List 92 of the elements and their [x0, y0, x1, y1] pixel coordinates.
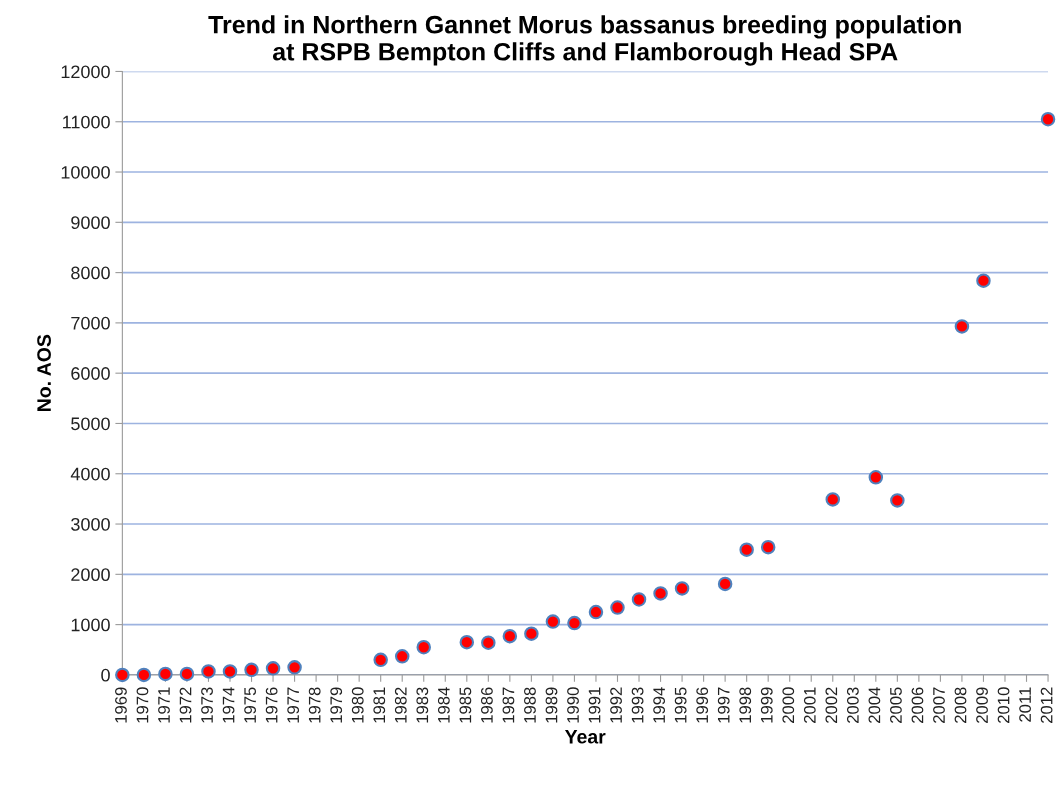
x-tick-label: 1972	[179, 687, 192, 723]
point	[610, 600, 625, 615]
x-tick-label: 1975	[244, 687, 256, 723]
point	[1040, 111, 1056, 127]
point	[459, 634, 475, 650]
x-tick-label: 1995	[674, 687, 687, 723]
point	[976, 273, 991, 288]
y-tick-label: 5000	[71, 417, 110, 431]
x-tick-label: 1982	[394, 687, 407, 723]
y-tick-label: 10000	[61, 165, 110, 179]
point	[868, 470, 884, 485]
x-tick-label: 2002	[825, 687, 838, 723]
point	[588, 604, 604, 620]
x-tick-label: 1988	[524, 687, 536, 723]
x-tick-label: 1994	[653, 687, 666, 723]
point	[394, 649, 410, 664]
x-tick-label: 1980	[351, 687, 364, 723]
point	[265, 661, 281, 676]
point	[717, 576, 733, 592]
y-tick-label: 2000	[71, 568, 110, 582]
point	[244, 662, 259, 678]
point	[890, 493, 905, 508]
x-tick-label: 1991	[588, 687, 601, 723]
x-tick-label: 1983	[416, 687, 429, 723]
x-tick-label: 1989	[545, 687, 558, 723]
x-tick-label: 1997	[717, 687, 730, 723]
point	[567, 615, 582, 631]
x-tick-label: 2009	[976, 687, 988, 723]
x-tick-label: 1984	[437, 687, 450, 723]
x-tick-label: 1969	[115, 687, 127, 723]
x-tick-label: 2012	[1040, 687, 1053, 723]
x-axis-title: Year	[564, 730, 606, 744]
point	[481, 635, 496, 650]
x-tick-label: 1979	[330, 687, 343, 723]
x-tick-label: 2003	[846, 687, 859, 723]
x-tick-label: 1977	[287, 687, 300, 723]
point	[545, 614, 561, 629]
point	[158, 666, 173, 682]
y-tick-label: 9000	[71, 216, 110, 230]
y-tick-label: 8000	[71, 266, 110, 280]
x-tick-label: 1971	[158, 687, 170, 723]
x-tick-label: 2005	[890, 687, 902, 723]
x-tick-label: 2006	[911, 687, 924, 723]
x-tick-label: 1993	[631, 687, 644, 723]
x-tick-label: 1976	[265, 687, 278, 723]
x-tick-label: 1981	[373, 687, 386, 723]
y-axis-title: No. AOS	[37, 334, 51, 411]
x-tick-label: 1970	[136, 687, 149, 723]
x-tick-label: 1999	[760, 687, 773, 723]
point	[373, 652, 388, 668]
point	[179, 666, 195, 682]
x-tick-label: 2004	[868, 687, 881, 723]
x-tick-label: 1987	[502, 687, 515, 723]
point	[115, 667, 130, 683]
y-tick-label: 6000	[71, 367, 110, 380]
x-tick-label: 2010	[997, 687, 1010, 723]
point	[201, 664, 216, 679]
y-tick-label: 11000	[63, 115, 110, 129]
point	[287, 660, 302, 675]
point	[222, 664, 238, 679]
point	[954, 319, 970, 334]
x-tick-label: 1978	[308, 687, 321, 723]
point	[631, 592, 647, 607]
point	[674, 581, 690, 596]
x-tick-label: 1974	[222, 687, 235, 723]
point	[502, 628, 518, 644]
x-tick-label: 1986	[481, 687, 493, 723]
x-tick-label: 1973	[201, 687, 213, 723]
point	[739, 542, 754, 557]
chart-title: Trend in Northern Gannet Morus bassanus breeding population at RSPB Bempton Cliffs and Flamborough Head SPA	[208, 15, 961, 66]
y-tick-label: 12000	[61, 65, 110, 79]
x-tick-label: 2011	[1019, 687, 1031, 722]
point	[760, 539, 776, 555]
x-tick-label: 1996	[696, 687, 709, 723]
x-tick-label: 1985	[459, 687, 472, 723]
point	[136, 667, 152, 683]
x-tick-label: 2001	[803, 687, 816, 723]
x-tick-label: 1992	[610, 687, 622, 723]
point	[416, 639, 431, 655]
x-tick-label: 1998	[739, 687, 752, 723]
y-tick-label: 0	[101, 668, 110, 682]
x-tick-label: 2008	[954, 687, 967, 723]
y-tick-label: 7000	[71, 316, 110, 330]
point	[524, 626, 539, 641]
x-tick-label: 1990	[567, 687, 579, 723]
x-tick-label: 2007	[933, 687, 945, 723]
y-tick-label: 1000	[71, 618, 110, 632]
y-tick-label: 3000	[71, 517, 110, 531]
x-tick-label: 2000	[782, 687, 795, 723]
point	[825, 492, 841, 507]
y-tick-label: 4000	[70, 467, 110, 481]
point	[653, 586, 668, 601]
